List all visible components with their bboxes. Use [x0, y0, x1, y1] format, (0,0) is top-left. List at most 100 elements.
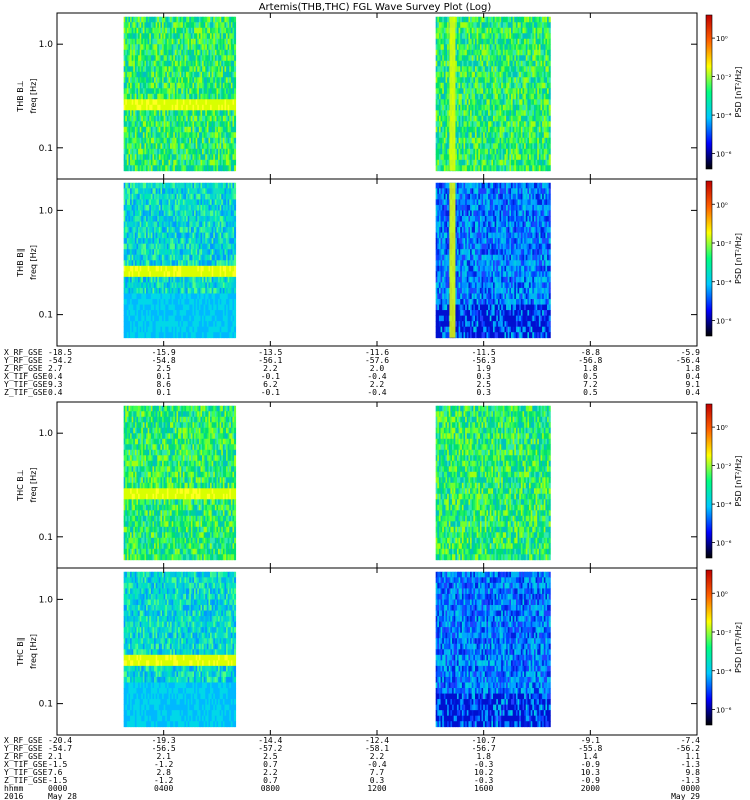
spectrogram-cell — [178, 44, 181, 51]
spectrogram-cell — [499, 110, 502, 117]
spectrogram-cell — [152, 55, 155, 62]
spectrogram-cell — [481, 126, 484, 133]
spectrogram-cell — [144, 287, 147, 294]
spectrogram-cell — [186, 165, 189, 172]
spectrogram-cell — [128, 159, 131, 166]
spectrogram-cell — [131, 326, 134, 333]
spectrogram-cell — [174, 254, 177, 261]
spectrogram-cell — [194, 126, 197, 133]
spectrogram-cell — [134, 310, 137, 316]
spectrogram-cell — [158, 33, 161, 40]
spectrogram-cell — [174, 232, 177, 239]
spectrogram-cell — [130, 310, 133, 316]
spectrogram-cell — [529, 38, 532, 45]
spectrogram-cell — [147, 33, 150, 40]
spectrogram-cell — [227, 165, 230, 172]
spectrogram-cell — [519, 22, 522, 29]
spectrogram-cell — [211, 121, 214, 128]
spectrogram-cell — [210, 99, 213, 106]
spectrogram-cell — [138, 27, 141, 34]
spectrogram-cell — [473, 88, 476, 95]
spectrogram-cell — [532, 22, 535, 29]
spectrogram-cell — [141, 49, 144, 56]
spectrogram-cell — [234, 115, 237, 122]
spectrogram-cell — [182, 49, 185, 56]
spectrogram-cell — [460, 22, 463, 29]
spectrogram-cell — [128, 60, 131, 67]
spectrogram-cell — [466, 27, 469, 34]
spectrogram-cell — [157, 148, 160, 155]
spectrogram-cell — [481, 148, 484, 155]
spectrogram-cell — [173, 199, 176, 206]
spectrogram-cell — [206, 115, 209, 122]
spectrogram-cell — [149, 199, 152, 206]
spectrogram-cell — [154, 315, 157, 322]
spectrogram-cell — [460, 49, 463, 56]
spectrogram-cell — [144, 159, 147, 166]
spectrogram-cell — [483, 104, 486, 111]
spectrogram-cell — [525, 93, 528, 100]
spectrogram-cell — [455, 126, 458, 133]
spectrogram-cell — [154, 38, 157, 45]
spectrogram-cell — [178, 287, 181, 294]
spectrogram-cell — [535, 49, 538, 56]
spectrogram-cell — [138, 88, 141, 95]
spectrogram-cell — [442, 22, 445, 29]
spectrogram-cell — [458, 148, 461, 155]
spectrogram-cell — [168, 82, 171, 89]
spectrogram-cell — [519, 27, 522, 34]
spectrogram-cell — [525, 148, 528, 155]
spectrogram-cell — [538, 99, 541, 106]
spectrogram-cell — [147, 210, 150, 217]
spectrogram-cell — [123, 265, 126, 272]
spectrogram-cell — [214, 104, 217, 111]
spectrogram-cell — [473, 143, 476, 150]
spectrogram-cell — [210, 110, 213, 117]
spectrogram-cell — [542, 44, 545, 51]
spectrogram-cell — [168, 126, 171, 133]
spectrogram-cell — [162, 82, 165, 89]
spectrogram-cell — [171, 326, 174, 333]
spectrogram-cell — [442, 66, 445, 73]
spectrogram-cell — [200, 38, 203, 45]
spectrogram-cell — [195, 82, 198, 89]
spectrogram-cell — [142, 260, 145, 267]
spectrogram-cell — [171, 321, 174, 328]
spectrogram-cell — [507, 115, 510, 122]
spectrogram-cell — [530, 159, 533, 166]
spectrogram-cell — [168, 137, 171, 144]
spectrogram-cell — [538, 55, 541, 62]
spectrogram-cell — [179, 221, 182, 228]
spectrogram-cell — [527, 159, 530, 166]
spectrogram-cell — [501, 115, 504, 122]
spectrogram-cell — [178, 126, 181, 133]
spectrogram-cell — [162, 44, 165, 51]
spectrogram-cell — [136, 243, 139, 250]
spectrogram-cell — [524, 93, 527, 100]
spectrogram-cell — [230, 27, 233, 34]
spectrogram-cell — [515, 121, 518, 128]
spectrogram-cell — [131, 204, 134, 211]
spectrogram-cell — [174, 27, 177, 34]
spectrogram-cell — [227, 132, 230, 139]
spectrogram-cell — [478, 88, 481, 95]
spectrogram-cell — [146, 260, 149, 267]
spectrogram-cell — [203, 121, 206, 128]
spectrogram-cell — [141, 143, 144, 150]
spectrogram-cell — [497, 132, 500, 139]
spectrogram-cell — [130, 271, 133, 278]
spectrogram-cell — [227, 154, 230, 161]
spectrogram-cell — [543, 154, 546, 161]
spectrogram-cell — [530, 121, 533, 128]
spectrogram-cell — [515, 104, 518, 111]
spectrogram-cell — [174, 99, 177, 106]
spectrogram-cell — [442, 115, 445, 122]
spectrogram-cell — [532, 66, 535, 73]
spectrogram-cell — [481, 49, 484, 56]
spectrogram-cell — [517, 38, 520, 45]
spectrogram-cell — [139, 304, 142, 311]
spectrogram-cell — [445, 88, 448, 95]
spectrogram-cell — [165, 227, 168, 233]
spectrogram-cell — [192, 71, 195, 78]
spectrogram-cell — [154, 143, 157, 150]
